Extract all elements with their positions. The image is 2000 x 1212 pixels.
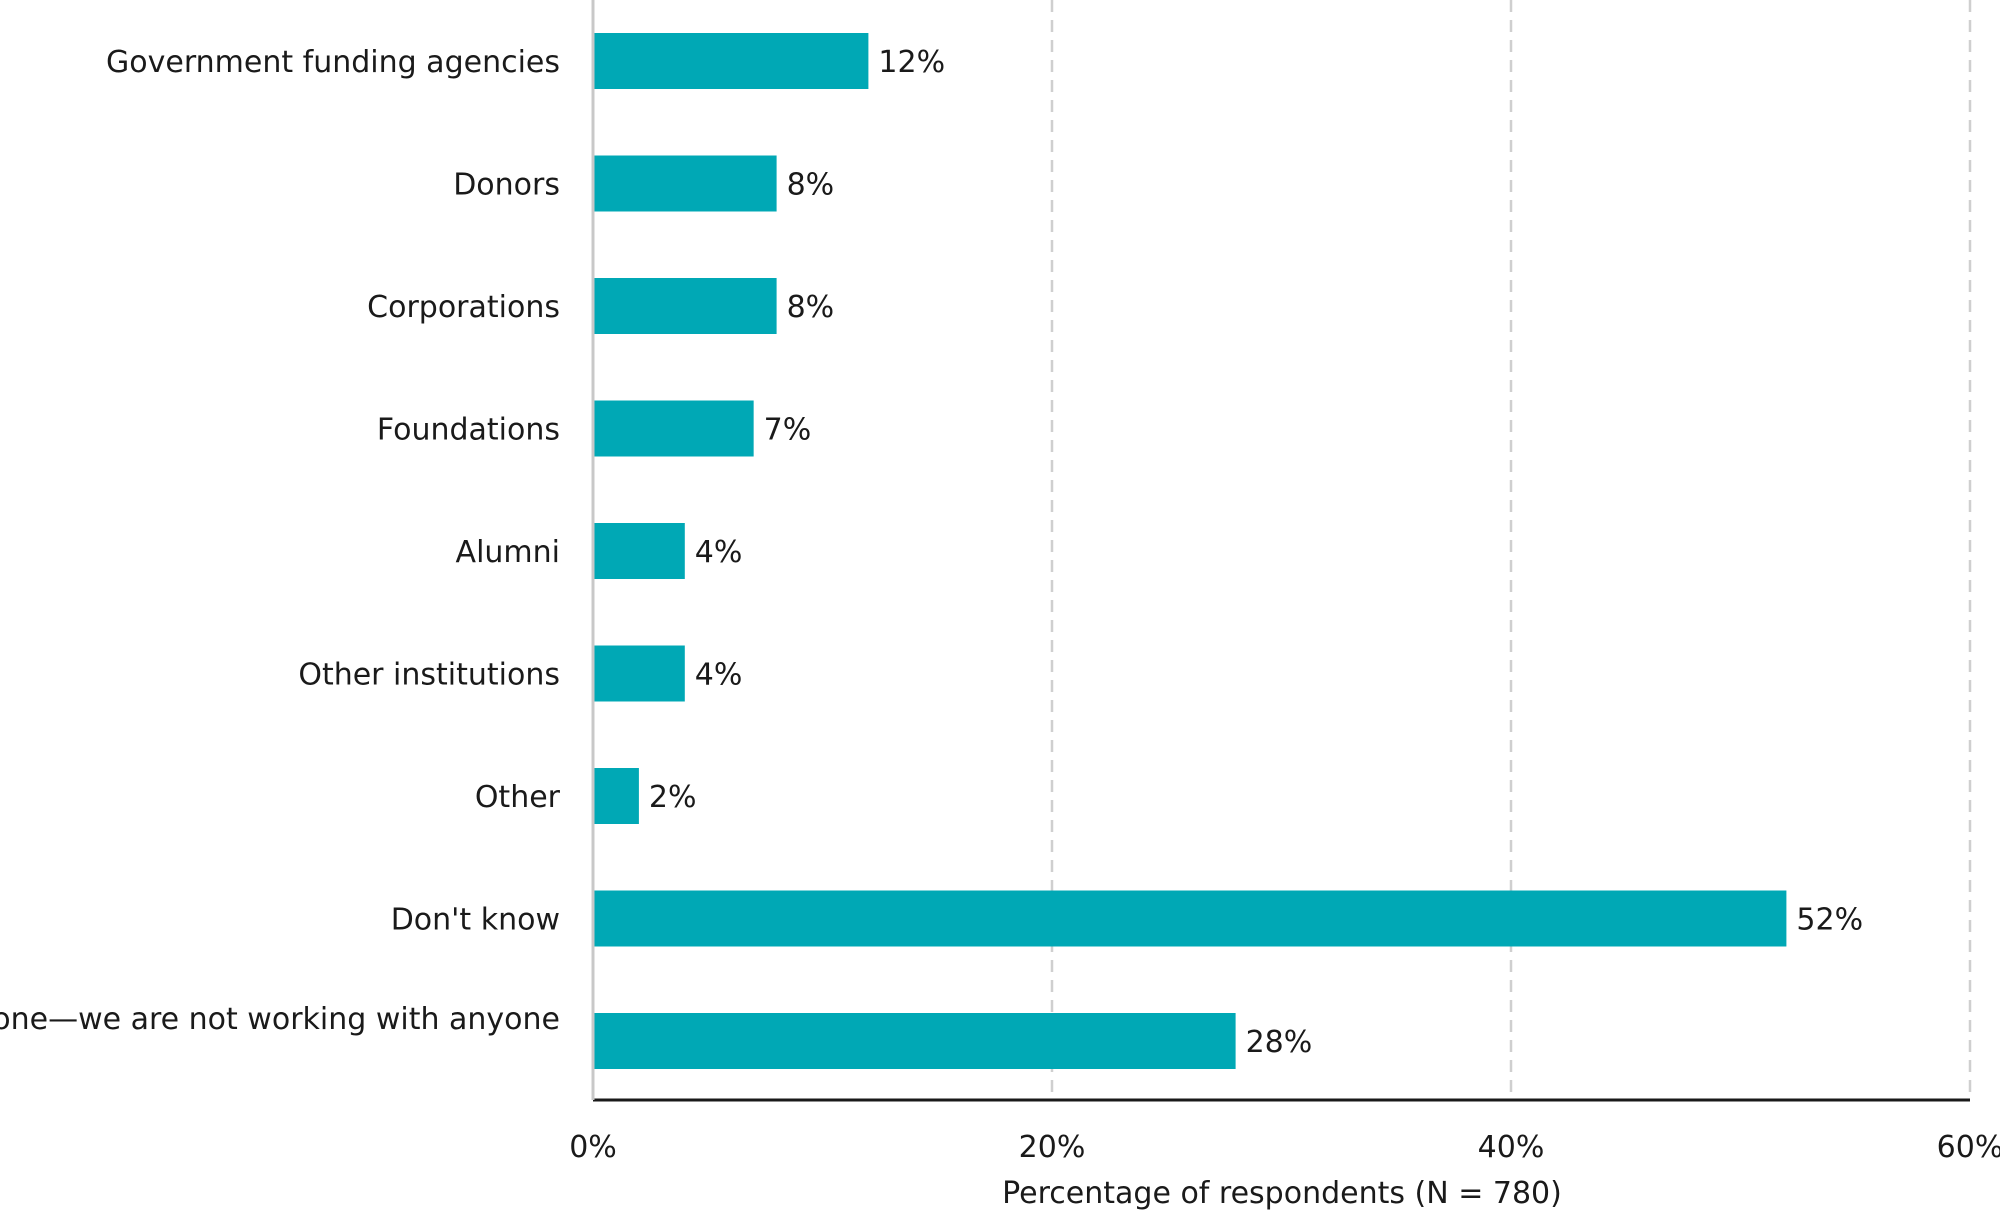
- value-label: 52%: [1796, 903, 1863, 938]
- bar: [593, 768, 639, 824]
- category-label: Alumni: [456, 535, 560, 570]
- bar: [593, 523, 685, 579]
- value-label: 7%: [764, 413, 812, 448]
- bars: [593, 33, 1787, 1069]
- bar: [593, 33, 869, 89]
- value-label: 2%: [649, 780, 697, 815]
- bar: [593, 890, 1787, 947]
- bar: [593, 400, 754, 457]
- bar: [593, 1013, 1236, 1069]
- value-label: 8%: [787, 168, 835, 203]
- category-label: Don't know: [391, 903, 560, 938]
- category-label: Other institutions: [298, 658, 560, 693]
- category-labels: Government funding agencies Donors Corpora…: [0, 45, 561, 1037]
- x-tick-label: 40%: [1478, 1130, 1545, 1165]
- grid-lines: [1050, 0, 1972, 1100]
- category-label: Corporations: [367, 290, 560, 325]
- category-label: Government funding agencies: [106, 45, 560, 80]
- value-label: 12%: [878, 45, 945, 80]
- bar: [593, 155, 777, 212]
- category-label: Other: [475, 780, 561, 815]
- x-axis-title: Percentage of respondents (N = 780): [1002, 1176, 1562, 1211]
- category-label: None—we are not working with anyone: [0, 1002, 560, 1037]
- x-tick-label: 0%: [569, 1130, 617, 1165]
- value-label: 8%: [787, 290, 835, 325]
- value-labels: 12% 8% 8% 7% 4% 4% 2% 52% 28%: [649, 45, 1863, 1060]
- value-label: 4%: [695, 658, 743, 693]
- x-tick-labels: 0% 20% 40% 60%: [569, 1130, 2000, 1165]
- x-tick-label: 20%: [1019, 1130, 1086, 1165]
- category-label: Donors: [453, 168, 560, 203]
- value-label: 28%: [1246, 1025, 1313, 1060]
- bar: [593, 278, 777, 334]
- category-label: Foundations: [377, 413, 560, 448]
- bar: [593, 645, 685, 702]
- x-tick-label: 60%: [1937, 1130, 2000, 1165]
- value-label: 4%: [695, 535, 743, 570]
